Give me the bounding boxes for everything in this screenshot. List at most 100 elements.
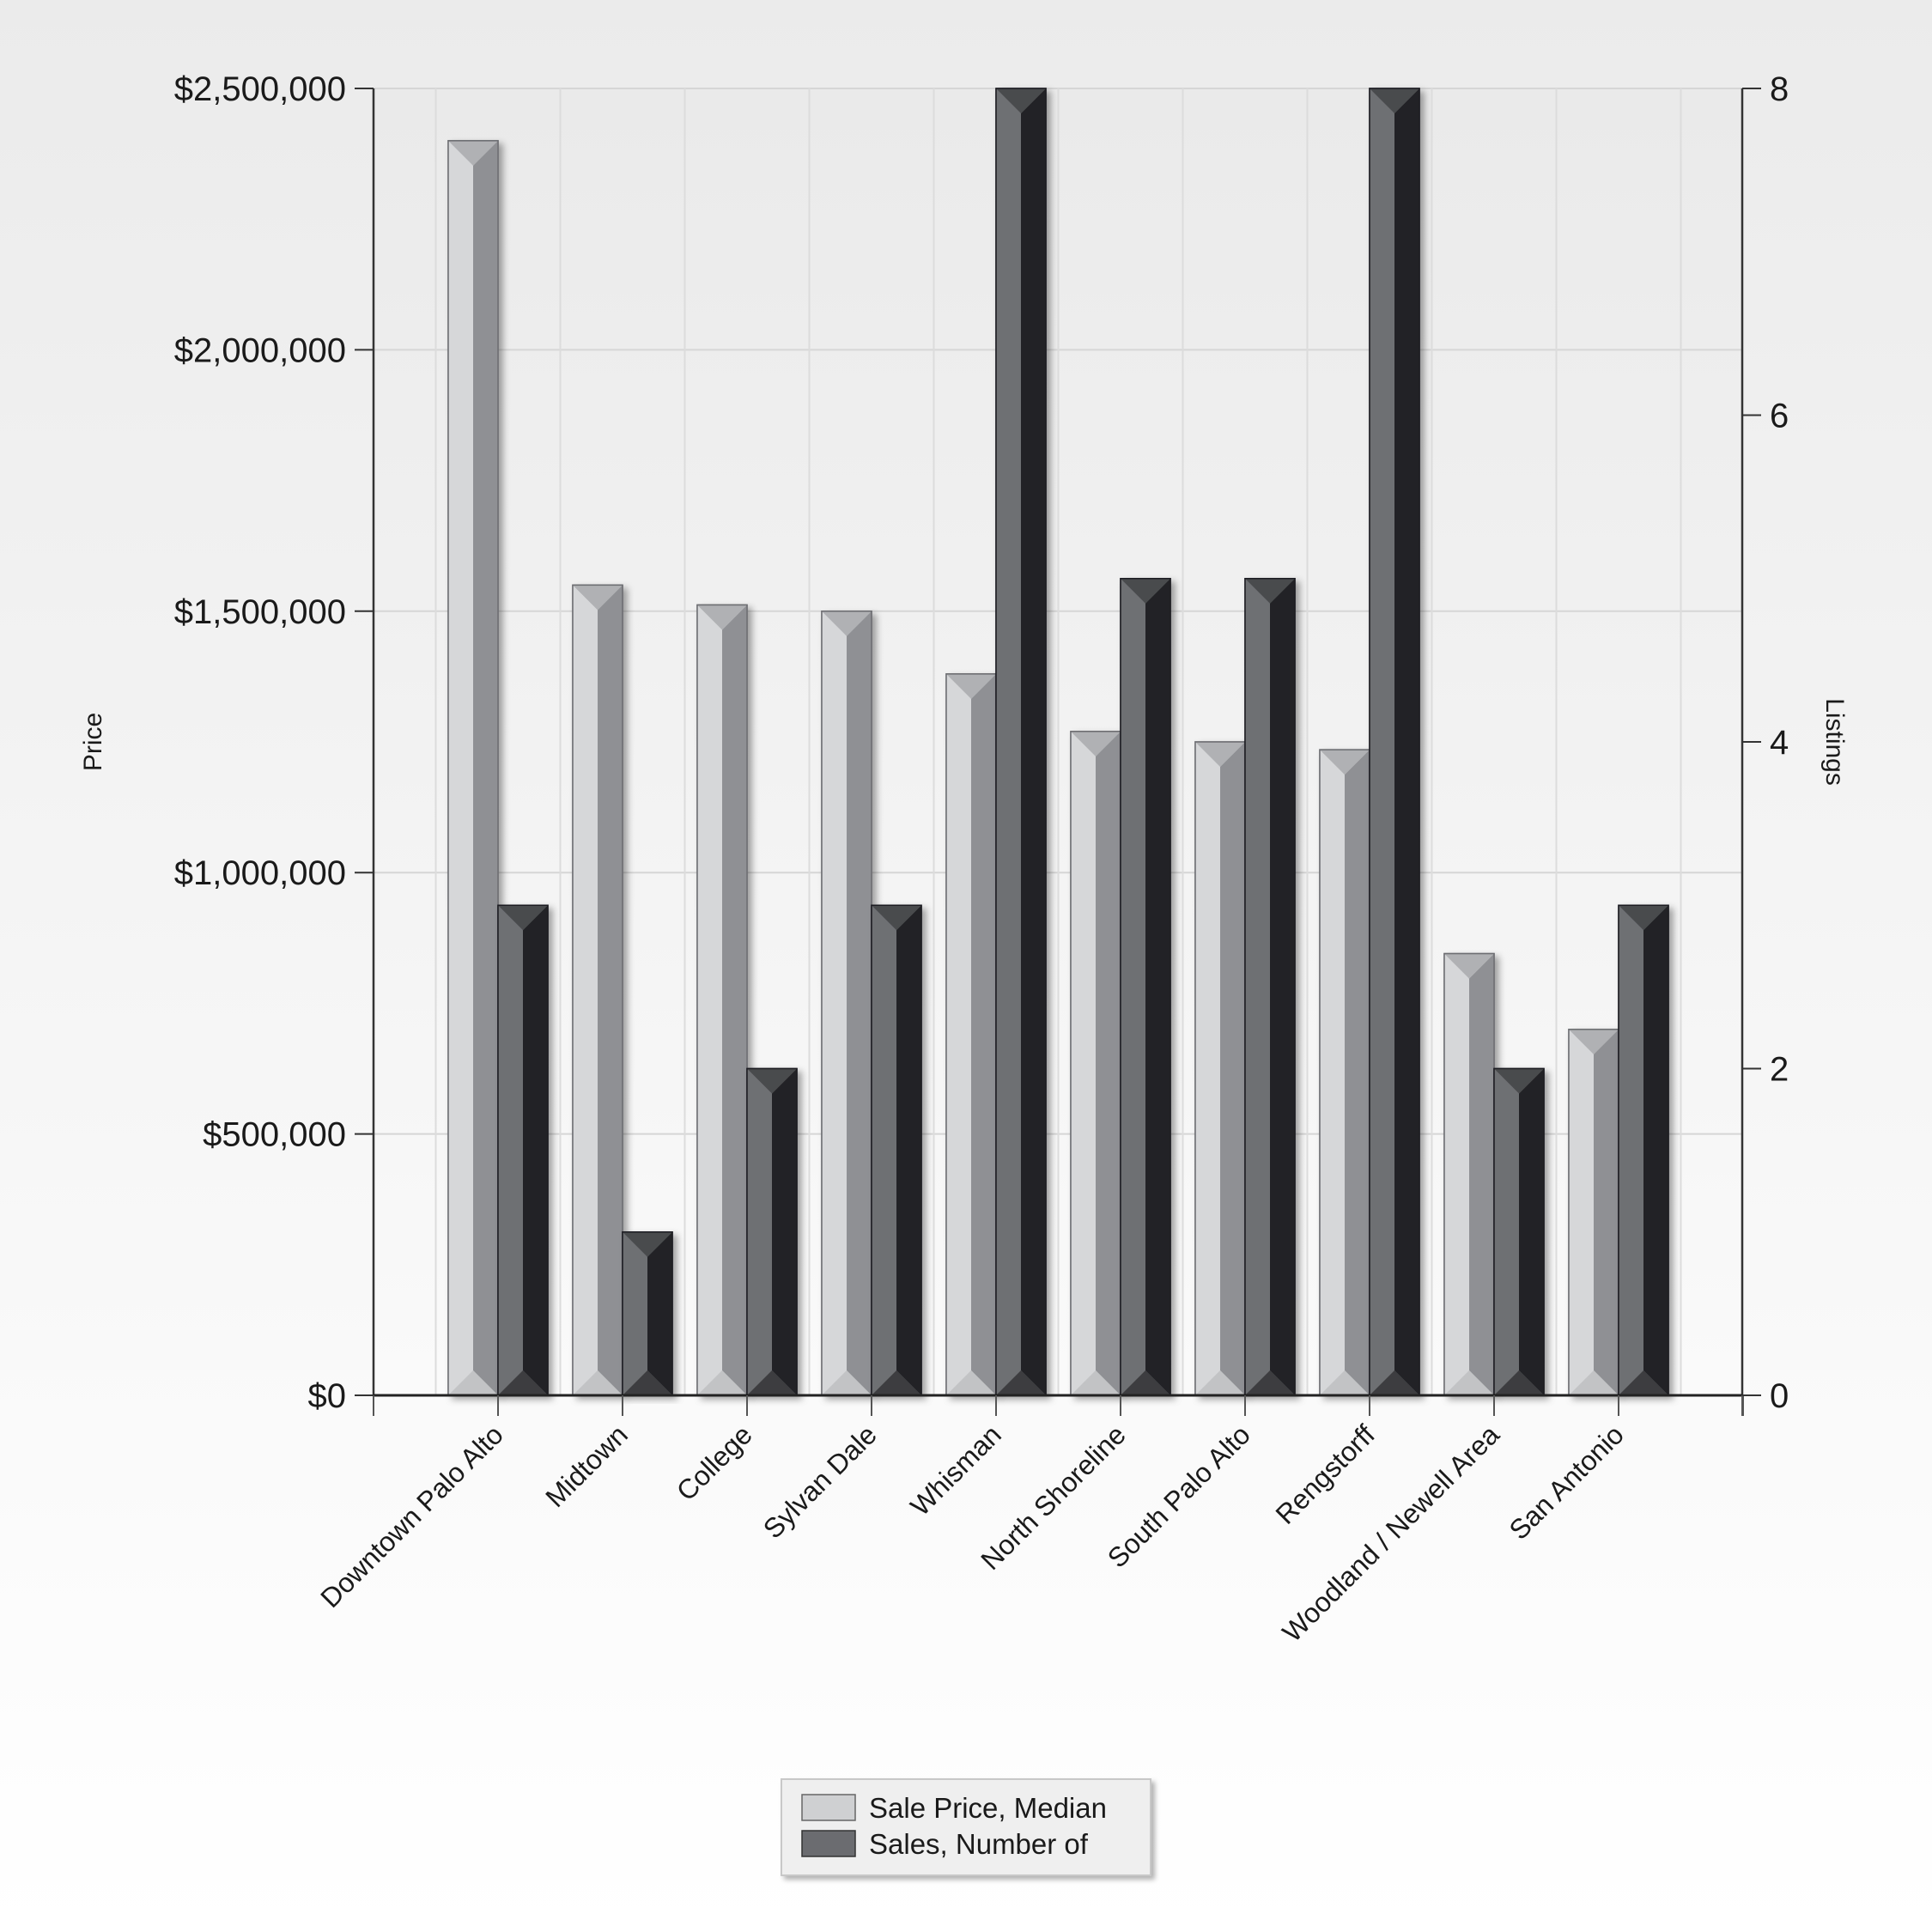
bar-sale-price [1443,952,1495,1396]
bar-sales-count-face-top [1370,88,1419,113]
bar-sale-price-face-left [573,585,598,1395]
bar-sales-count-face-top [747,1068,797,1094]
bar-sales-count-face-left [1245,578,1270,1395]
bar-sales-count-face-right [896,905,921,1395]
y-tick-label: $1,000,000 [174,854,346,892]
bar-sale-price-face-left [822,611,847,1395]
y-axis-title: Price [79,713,107,771]
bar-sale-price-face-bottom [1071,1370,1121,1395]
bar-sales-count-face-left [872,905,896,1395]
bar-sales-count-face-bottom [747,1370,797,1395]
bar-sale-price [447,140,499,1396]
bar-sale-price-face-right [598,585,623,1395]
bar-sale-price-face-right [473,140,498,1395]
bar-sales-count-face-bottom [872,1370,921,1395]
bar-sales-count-face-bottom [1494,1370,1544,1395]
bar-sale-price-face-right [1345,750,1370,1395]
bar-sale-price-face-top [1569,1029,1619,1054]
y2-tick-label: 6 [1770,398,1789,435]
y-tick-label: $2,000,000 [174,331,346,369]
bar-sale-price [1070,731,1121,1396]
y2-tick-label: 4 [1770,724,1789,762]
bar-sales-count-face-right [1643,905,1668,1395]
bar-sales-count-face-left [747,1068,772,1395]
legend-label-sale-price: Sale Price, Median [869,1792,1107,1824]
bar-sale-price-face-right [1220,742,1245,1395]
bar-sale-price-face-right [847,611,872,1395]
bar-sale-price [945,673,997,1396]
bar-sales-count-face-left [498,905,523,1395]
bar-sales-count [1369,88,1420,1396]
bar-sales-count-face-top [1619,905,1668,931]
bar-sales-count-face-left [1494,1068,1519,1395]
y-tick-label: $500,000 [203,1116,346,1154]
bar-sale-price-face-top [1195,742,1245,767]
bar-sales-count-face-top [872,905,921,931]
bar-sale-price-face-left [946,673,971,1395]
bar-sales-count [746,1067,798,1396]
bar-sale-price-face-top [448,140,498,166]
bar-sale-price-face-bottom [573,1370,623,1395]
bar-sale-price-face-right [971,673,996,1395]
y-tick-label: $0 [308,1377,347,1415]
bar-sales-count [1120,578,1171,1396]
bar-sales-count-face-bottom [623,1370,672,1395]
legend-swatch-sales-count [801,1830,856,1857]
bar-sales-count-face-top [1121,578,1170,604]
bar-sale-price-face-bottom [1195,1370,1245,1395]
bar-sales-count-face-bottom [1121,1370,1170,1395]
y-tick-label: $2,500,000 [174,70,346,108]
bar-sale-price-face-left [448,140,473,1395]
bar-sales-count [1244,578,1296,1396]
bar-sales-count-face-left [1121,578,1145,1395]
bar-sale-price-face-bottom [1569,1370,1619,1395]
bar-sale-price-face-left [1071,731,1096,1395]
bar-sales-count-face-bottom [1619,1370,1668,1395]
bar-sale-price-face-bottom [448,1370,498,1395]
y2-tick-label: 0 [1770,1377,1789,1415]
bar-sale-price-face-bottom [697,1370,747,1395]
bar-sales-count-face-top [498,905,548,931]
bar-sale-price-face-top [573,585,623,611]
bar-sales-count [995,88,1047,1396]
legend-label-sales-count: Sales, Number of [869,1828,1089,1860]
bar-sales-count-face-bottom [996,1370,1046,1395]
bar-sales-count-face-right [772,1068,797,1395]
bar-sale-price-face-left [1195,742,1220,1395]
bar-sales-count-face-right [1270,578,1295,1395]
bar-sale-price [821,611,872,1396]
bar-sale-price-face-right [1594,1029,1619,1395]
bar-sales-count-face-top [1494,1068,1544,1094]
bar-sales-count-face-bottom [498,1370,548,1395]
legend-swatch-sale-price [801,1794,856,1821]
bar-sale-price-face-right [1469,953,1494,1395]
bar-sales-count-face-top [1245,578,1295,604]
bar-sales-count-face-left [1619,905,1643,1395]
y-tick-label: $1,500,000 [174,593,346,631]
bar-sale-price-face-left [1444,953,1469,1395]
bar-sales-count [497,904,549,1396]
bar-sales-count [1493,1067,1545,1396]
bar-sales-count-face-right [523,905,548,1395]
y2-tick-label: 2 [1770,1051,1789,1089]
bar-sale-price [572,584,623,1396]
bar-sale-price-face-top [1444,953,1494,979]
bar-sales-count-face-right [1394,88,1419,1395]
bar-sale-price-face-bottom [946,1370,996,1395]
bar-sale-price [696,604,748,1396]
bar-sales-count-face-top [623,1231,672,1257]
bar-sale-price-face-top [697,605,747,630]
gridlines [374,88,1742,1396]
bar-sale-price-face-top [1071,731,1121,756]
bar-sale-price-face-top [822,611,872,636]
bar-sale-price-face-bottom [1320,1370,1370,1395]
y2-axis-title: Listings [1820,698,1849,786]
bar-sales-count-face-bottom [1245,1370,1295,1395]
bar-sale-price-face-right [722,605,747,1395]
bar-sales-count [1618,904,1669,1396]
bar-sales-count-face-left [996,88,1021,1395]
bar-sale-price [1568,1029,1619,1396]
bar-sale-price-face-bottom [1444,1370,1494,1395]
bar-sales-count-face-bottom [1370,1370,1419,1395]
